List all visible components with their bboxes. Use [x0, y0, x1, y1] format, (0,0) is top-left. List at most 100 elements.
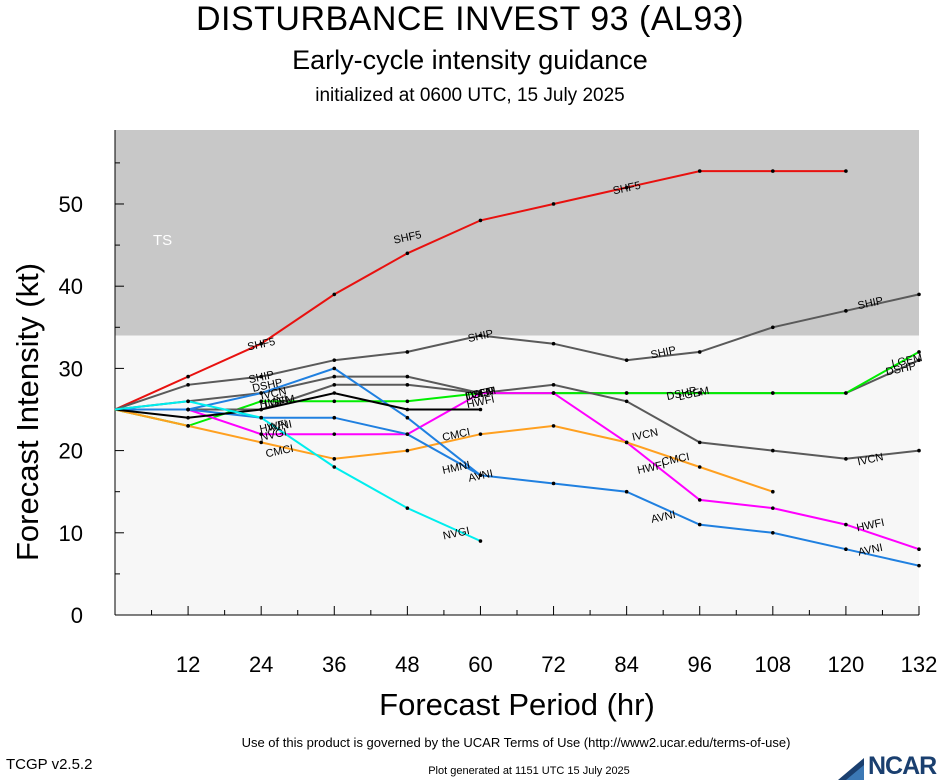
data-point-hmni	[259, 391, 263, 395]
data-point-hmni	[478, 473, 483, 478]
data-point-cmci	[332, 457, 337, 461]
data-point-shf5	[624, 185, 629, 190]
y-tick-label: 20	[59, 439, 83, 464]
x-tick-label: 84	[614, 652, 638, 677]
data-point-ship	[405, 350, 410, 354]
band-label-ts: TS	[153, 232, 172, 249]
initialization-time: initialized at 0600 UTC, 15 July 2025	[315, 85, 625, 106]
x-axis-label: Forecast Period (hr)	[379, 687, 655, 722]
series-label-ship: SHIP	[650, 344, 678, 361]
series-line-ship	[114, 293, 920, 411]
data-point-dshp	[917, 358, 921, 362]
data-point-nvgi	[478, 539, 483, 543]
series-label-avni: AVNI	[857, 542, 884, 559]
data-point-cmci	[186, 424, 190, 428]
data-point-cmci	[624, 440, 629, 445]
x-tick-label: 36	[322, 652, 346, 677]
data-point-dshp	[405, 374, 410, 379]
data-point-ivcn	[917, 448, 921, 453]
data-point-ivcn	[697, 440, 702, 445]
y-tick-label: 50	[59, 192, 83, 217]
data-point-nvgi	[332, 465, 337, 469]
y-tick-label: 0	[71, 603, 83, 628]
data-point-ofcl	[405, 407, 410, 412]
series-line-ofcl	[114, 392, 481, 419]
series-line-ivcn	[115, 383, 920, 460]
series-label-ship: SHIP	[467, 328, 495, 345]
data-point-avni	[332, 415, 337, 420]
y-tick-label: 30	[59, 356, 83, 381]
data-point-nvgi	[259, 415, 263, 420]
series-label-avni: AVNI	[467, 468, 494, 485]
x-tick-label: 48	[395, 652, 419, 677]
series-label-hwfi: HWFI	[466, 393, 496, 411]
data-point-dshp	[332, 374, 337, 379]
series-label-avni: AVNI	[650, 509, 677, 526]
generation-timestamp: Plot generated at 1151 UTC 15 July 2025	[428, 765, 630, 777]
data-point-avni	[697, 522, 702, 527]
series-label-ivcn: IVCN	[467, 385, 495, 402]
series-label-hwfi: HWFI	[855, 517, 885, 535]
series-label-hmni: HMNI	[441, 459, 471, 477]
data-point-shf5	[405, 251, 410, 256]
data-point-lgem	[697, 391, 702, 395]
x-tick-label: 72	[541, 652, 565, 677]
data-point-nvgi	[405, 506, 410, 510]
series-line-hmni	[115, 367, 482, 477]
data-point-hmni	[186, 407, 190, 412]
series-label-hwfi: HWFI	[636, 459, 666, 477]
data-point-ofcl	[478, 407, 483, 412]
data-point-ship	[551, 341, 556, 346]
data-point-cmci	[697, 465, 702, 469]
series-label-ivcn: IVCN	[259, 385, 287, 402]
ncar-logo: NCAR	[838, 752, 938, 780]
data-point-shf5	[186, 374, 190, 379]
band-ts	[115, 130, 919, 336]
data-point-ofcl	[186, 415, 190, 420]
data-point-ofcl	[332, 391, 337, 395]
data-point-avni	[551, 481, 556, 486]
y-tick-label: 40	[59, 274, 83, 299]
data-point-ship	[186, 383, 190, 387]
data-point-ivcn	[332, 383, 337, 387]
data-point-ship	[844, 309, 848, 313]
series-label-shf5: SHF5	[393, 229, 423, 247]
data-point-cmci	[478, 432, 483, 436]
data-point-hwfi	[551, 391, 556, 395]
version-label: TCGP v2.5.2	[6, 756, 93, 773]
ncar-logo-mark	[838, 758, 864, 780]
data-point-hwfi	[259, 432, 263, 436]
data-point-cmci	[405, 448, 410, 453]
data-point-shf5	[332, 292, 337, 297]
x-tick-label: 12	[176, 652, 200, 677]
series-label-ivcn: IVCN	[856, 451, 884, 468]
data-point-lgem	[771, 391, 775, 395]
series-label-nvgi: NVGI	[442, 525, 471, 542]
data-point-cmci	[551, 424, 556, 428]
data-point-shf5	[771, 169, 775, 173]
data-point-ship	[771, 325, 775, 330]
data-point-lgem	[844, 391, 848, 395]
y-tick-label: 10	[59, 521, 83, 546]
data-point-avni	[771, 530, 775, 535]
series-label-cmci: CMCI	[265, 443, 295, 461]
series-label-shf5: SHF5	[612, 180, 642, 198]
data-point-shf5	[551, 202, 556, 206]
data-point-lgem	[405, 399, 410, 404]
series-label-cmci: CMCI	[661, 451, 691, 469]
data-point-hwfi	[697, 498, 702, 502]
series-label-ship: SHIP	[248, 369, 276, 386]
data-point-hwfi	[771, 506, 775, 510]
x-tick-label: 96	[687, 652, 711, 677]
x-tick-label: 60	[468, 652, 492, 677]
data-point-shf5	[844, 169, 848, 173]
series-line-cmci	[114, 408, 774, 493]
chart-title: DISTURBANCE INVEST 93 (AL93)	[195, 0, 745, 38]
data-point-shf5	[478, 218, 483, 223]
data-point-hwfi	[478, 391, 483, 395]
data-point-ship	[259, 374, 263, 379]
data-point-ivcn	[844, 457, 848, 461]
data-point-hwfi	[917, 547, 921, 552]
y-axis-label: Forecast Intensity (kt)	[10, 262, 45, 562]
